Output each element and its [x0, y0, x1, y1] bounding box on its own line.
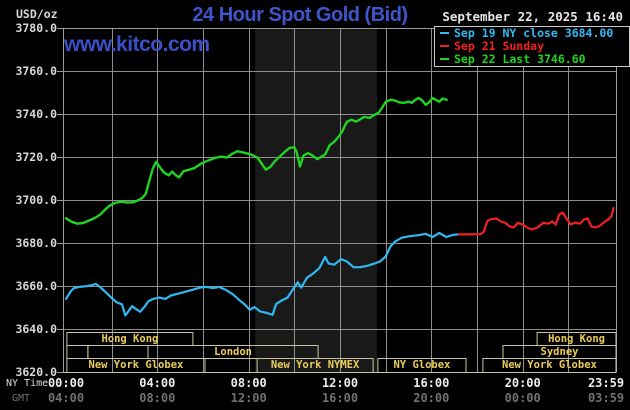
red-line-marker: [440, 44, 449, 47]
y-axis-label: 3740.0: [15, 106, 57, 121]
series-line-sep-22-last: [64, 96, 448, 225]
session-box: [377, 358, 467, 373]
cyan-line-marker: [440, 31, 449, 34]
session-label: New York Globex: [88, 359, 184, 371]
session-box: [87, 345, 149, 359]
session-label: New York NYMEX: [270, 359, 360, 371]
y-axis-label: 3680.0: [15, 235, 57, 250]
x-axis-label-ny: 04:00: [139, 376, 176, 390]
x-axis-label-ny: 00:00: [47, 376, 85, 390]
session-label: Sydney: [540, 346, 579, 358]
legend-entry-sep19: Sep 19 NY close 3684.00: [435, 27, 629, 40]
x-axis-label-ny: 16:00: [413, 376, 450, 390]
y-axis-label: 3620.0: [15, 364, 57, 379]
chart-datetime: September 22, 2025 16:40: [442, 9, 623, 24]
series-line-sep-19-ny-close: [64, 231, 460, 317]
session-label: New York Globex: [502, 359, 597, 371]
series-line-sep-21-sunday: [457, 206, 615, 236]
x-axis-secondary-label: GMT: [12, 393, 31, 404]
x-axis-label-gmt: 00:00: [504, 391, 541, 405]
x-axis-label-gmt: 16:00: [321, 391, 359, 405]
x-axis-label-gmt: 04:00: [47, 391, 85, 405]
y-axis-label: 3660.0: [15, 278, 57, 293]
x-axis-label-gmt: 20:00: [413, 391, 450, 405]
x-axis-label-gmt: 12:00: [230, 391, 267, 405]
x-axis-label-ny: 12:00: [321, 376, 359, 390]
legend-entry-label: Sep 21 Sunday: [454, 39, 545, 53]
y-axis-label: 3720.0: [15, 149, 57, 164]
legend: Sep 19 NY close 3684.00 Sep 21 Sunday Se…: [434, 26, 630, 67]
y-axis-unit-label: USD/oz: [16, 7, 58, 21]
x-axis-label-ny: 08:00: [230, 376, 267, 390]
session-label: London: [214, 346, 253, 358]
y-axis-label: 3780.0: [15, 20, 57, 35]
x-axis-primary-label: NY Time: [6, 378, 49, 389]
y-axis-label: 3640.0: [15, 321, 57, 336]
page-title: 24 Hour Spot Gold (Bid): [192, 4, 408, 26]
y-axis-label: 3760.0: [15, 63, 57, 78]
kitco-watermark-link[interactable]: www.kitco.com: [64, 33, 210, 56]
x-axis-label-ny: 23:59: [587, 376, 625, 390]
session-label: Hong Kong: [548, 333, 605, 345]
legend-entry-label: Sep 19 NY close 3684.00: [454, 26, 614, 40]
session-label: Hong Kong: [101, 333, 159, 345]
session-label: NY Globex: [393, 359, 451, 371]
x-axis-label-gmt: 03:59: [587, 391, 625, 405]
y-axis-label: 3700.0: [15, 192, 57, 207]
legend-entry-sep22: Sep 22 Last 3746.60: [435, 53, 629, 66]
x-axis-label-ny: 20:00: [504, 376, 541, 390]
green-line-marker: [440, 57, 449, 60]
session-box: [66, 345, 89, 359]
legend-entry-sep21: Sep 21 Sunday: [435, 40, 629, 53]
legend-entry-label: Sep 22 Last 3746.60: [454, 52, 586, 66]
session-box: [147, 345, 319, 359]
session-box: [482, 358, 617, 373]
session-box: [66, 358, 206, 373]
x-axis-label-gmt: 08:00: [139, 391, 176, 405]
session-box: [256, 358, 374, 373]
